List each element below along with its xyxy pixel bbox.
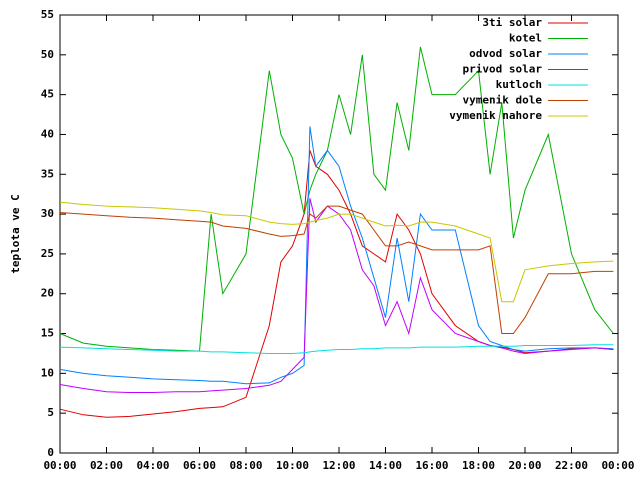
y-tick-label: 40 [41, 127, 54, 140]
x-tick-label: 04:00 [136, 459, 169, 472]
y-tick-label: 35 [41, 167, 54, 180]
legend-label: odvod solar [469, 47, 542, 60]
y-axis-label: teplota ve C [9, 194, 22, 273]
x-tick-label: 10:00 [276, 459, 309, 472]
series-line [59, 205, 614, 334]
legend-label: vymenik nahore [449, 109, 542, 122]
x-tick-label: 22:00 [555, 459, 588, 472]
x-tick-label: 00:00 [43, 459, 76, 472]
legend-label: kutloch [496, 78, 542, 91]
y-tick-label: 25 [41, 247, 54, 260]
legend-label: vymenik dole [463, 94, 543, 107]
x-tick-label: 18:00 [462, 459, 495, 472]
x-tick-label: 20:00 [508, 459, 541, 472]
y-tick-label: 30 [41, 207, 54, 220]
series-line [59, 150, 614, 418]
y-tick-label: 0 [47, 446, 54, 459]
y-tick-label: 55 [41, 8, 54, 21]
series-line [59, 344, 614, 354]
y-tick-label: 45 [41, 88, 54, 101]
y-tick-label: 5 [47, 406, 54, 419]
legend-label: privod solar [463, 63, 543, 76]
y-tick-label: 20 [41, 287, 54, 300]
x-tick-label: 12:00 [322, 459, 355, 472]
x-tick-label: 02:00 [90, 459, 123, 472]
series-line [59, 201, 614, 303]
x-tick-label: 00:00 [601, 459, 634, 472]
y-tick-label: 50 [41, 48, 54, 61]
x-tick-label: 08:00 [229, 459, 262, 472]
series-line [59, 198, 614, 393]
legend-label: 3ti solar [482, 16, 542, 29]
x-tick-label: 14:00 [369, 459, 402, 472]
x-tick-label: 16:00 [415, 459, 448, 472]
y-tick-label: 15 [41, 327, 54, 340]
x-tick-label: 06:00 [183, 459, 216, 472]
y-tick-label: 10 [41, 366, 54, 379]
legend-label: kotel [509, 32, 542, 45]
